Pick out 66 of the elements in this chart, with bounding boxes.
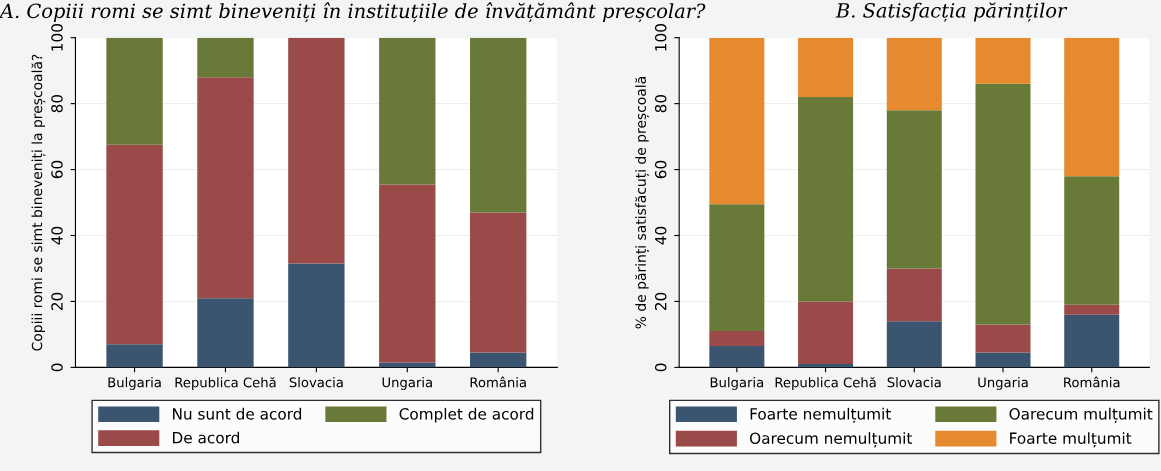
y-tick-label: 0 — [51, 363, 63, 372]
y-tick-label: 60 — [51, 160, 63, 179]
bar — [886, 268, 942, 322]
bar — [106, 37, 163, 145]
legend-label: Foarte nemulțumit — [750, 407, 891, 424]
bar — [470, 352, 527, 368]
bar — [197, 77, 254, 299]
bar — [975, 83, 1031, 325]
bar — [470, 212, 527, 353]
bar — [975, 324, 1031, 353]
x-tick-label: Bulgaria — [108, 377, 161, 390]
bar — [379, 184, 436, 363]
y-tick-label: 40 — [51, 226, 63, 245]
y-tick-label: 0 — [654, 363, 667, 372]
y-tick-label: 20 — [654, 292, 667, 311]
legend-label: Complet de acord — [399, 407, 534, 423]
bar — [886, 37, 942, 111]
bar — [798, 364, 854, 368]
x-tick-label: România — [470, 376, 526, 388]
bar — [106, 144, 163, 345]
y-tick-label: 20 — [51, 292, 63, 311]
bar — [197, 37, 254, 78]
bar — [379, 37, 436, 185]
x-tick-label: Slovacia — [887, 377, 941, 388]
bar — [288, 37, 345, 264]
chart-title: B. Satisfacția părinților — [835, 2, 1068, 22]
bar — [197, 298, 254, 368]
bar — [798, 301, 854, 365]
y-tick-label: 60 — [654, 160, 667, 179]
y-tick-label: 80 — [654, 94, 667, 113]
bar — [975, 37, 1031, 84]
bar — [709, 204, 765, 332]
y-axis-title: % de părinți satisfăcuți de preșcoală — [635, 77, 650, 329]
x-tick-label: Bulgaria — [710, 377, 764, 390]
y-tick-label: 40 — [654, 226, 667, 245]
bar — [1064, 304, 1120, 315]
bar — [1064, 37, 1120, 177]
y-axis-title: Copiii romi se simt bineveniți la preșcoală? — [31, 54, 46, 351]
bar — [709, 37, 765, 205]
x-tick-label: Slovacia — [289, 377, 343, 388]
legend-label: Nu sunt de acord — [173, 407, 302, 420]
legend-label: Oarecum nemulțumit — [750, 432, 913, 448]
bar — [886, 321, 942, 368]
bar — [288, 263, 345, 368]
bar — [798, 97, 854, 302]
bar — [798, 37, 854, 98]
x-tick-label: Republica Cehă — [775, 377, 876, 390]
y-tick-label: 100 — [51, 24, 63, 51]
bar — [1064, 176, 1120, 305]
bar — [379, 362, 436, 368]
y-tick-label: 80 — [51, 94, 63, 113]
bar — [1064, 314, 1120, 368]
y-tick-label: 100 — [654, 24, 667, 51]
legend-label: Foarte mulțumit — [1010, 432, 1132, 448]
bar — [886, 110, 942, 269]
x-tick-label: Ungaria — [382, 377, 432, 390]
x-tick-label: Ungaria — [978, 377, 1028, 390]
bar — [709, 331, 765, 346]
bar — [975, 352, 1031, 368]
x-tick-label: România — [1064, 376, 1120, 388]
x-tick-label: Republica Cehă — [175, 377, 276, 390]
bar — [106, 344, 163, 368]
legend-label: De acord — [173, 431, 239, 444]
legend-label: Oarecum mulțumit — [1009, 407, 1153, 424]
bar — [709, 345, 765, 368]
bar — [470, 37, 527, 213]
